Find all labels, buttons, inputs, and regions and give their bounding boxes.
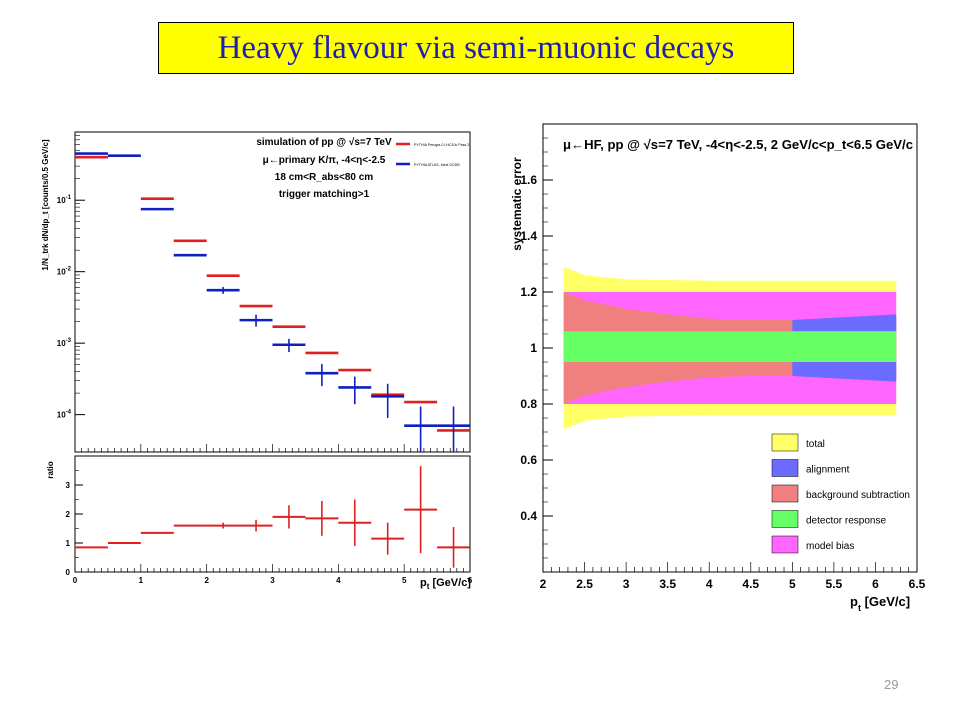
sys-legend-swatch bbox=[771, 510, 799, 528]
spectrum-y-tick-label: 10-2 bbox=[57, 267, 72, 277]
sys-y-tick-label: 1.6 bbox=[520, 173, 537, 187]
spectrum-y-tick-base: 10 bbox=[57, 268, 66, 277]
spectrum-y-tick-label: 10-3 bbox=[57, 338, 72, 348]
sys-x-axis-label: pt [GeV/c] bbox=[850, 594, 910, 613]
sys-y-tick-label: 0.4 bbox=[520, 509, 537, 523]
sys-legend-label: total bbox=[806, 439, 825, 450]
spectrum-y-tick-base: 10 bbox=[57, 196, 66, 205]
slide-title-box: Heavy flavour via semi-muonic decays bbox=[158, 22, 794, 74]
sys-x-tick-label: 4.5 bbox=[742, 577, 759, 591]
spectrum-annotation: 18 cm<R_abs<80 cm bbox=[275, 172, 374, 183]
spectrum-y-axis-label: 1/N_trk dN/dp_t [counts/0.5 GeV/c] bbox=[41, 139, 50, 270]
ratio-x-tick-label: 1 bbox=[139, 576, 144, 585]
ratio-x-tick-label: 4 bbox=[336, 576, 341, 585]
ratio-x-tick-label: 3 bbox=[270, 576, 275, 585]
ratio-x-tick-label: 5 bbox=[402, 576, 407, 585]
sys-legend-label: background subtraction bbox=[806, 490, 910, 501]
sys-y-axis-label: systematic error bbox=[510, 157, 524, 251]
ratio-y-tick-label: 1 bbox=[66, 539, 71, 548]
spectrum-annotation: μ←primary K/π, -4<η<-2.5 bbox=[263, 155, 386, 166]
sys-x-tick-label: 6.5 bbox=[909, 577, 926, 591]
sys-y-tick-label: 0.6 bbox=[520, 453, 537, 467]
ratio-x-tick-label: 0 bbox=[73, 576, 78, 585]
ratio-x-axis-label-sub: t bbox=[427, 582, 430, 591]
ratio-x-tick-label: 6 bbox=[468, 576, 473, 585]
spectrum-y-tick-exp: -1 bbox=[66, 195, 72, 201]
ratio-x-axis-label: pt [GeV/c] bbox=[420, 577, 471, 591]
slide-title: Heavy flavour via semi-muonic decays bbox=[217, 29, 735, 66]
ratio-y-tick-label: 3 bbox=[66, 481, 71, 490]
spectrum-legend-label: PYTHIA Perugia-0 LHC10c Pass 2 bbox=[414, 143, 469, 147]
slide-number: 29 bbox=[884, 677, 899, 692]
sys-x-tick-label: 2.5 bbox=[576, 577, 593, 591]
ratio-y-tick-label: 0 bbox=[66, 568, 71, 577]
sys-legend-swatch bbox=[771, 484, 799, 503]
sys-x-tick-label: 5.5 bbox=[826, 577, 843, 591]
spectrum-y-tick-base: 10 bbox=[57, 339, 66, 348]
sys-title: μ←HF, pp @ √s=7 TeV, -4<η<-2.5, 2 GeV/c<… bbox=[563, 137, 913, 152]
spectrum-y-tick-exp: -3 bbox=[66, 338, 72, 344]
sys-x-tick-label: 5 bbox=[789, 577, 796, 591]
spectrum-frame bbox=[74, 131, 471, 453]
ratio-x-tick-label: 2 bbox=[204, 576, 209, 585]
spectrum-annotation: trigger matching>1 bbox=[279, 189, 370, 200]
ratio-y-tick-label: 2 bbox=[66, 510, 71, 519]
sys-x-axis-label-p: p bbox=[850, 594, 858, 609]
sys-x-tick-label: 3 bbox=[623, 577, 630, 591]
sys-x-axis-label-sub: t bbox=[858, 603, 861, 613]
sys-legend-swatch bbox=[771, 535, 799, 554]
sys-legend-swatch bbox=[771, 459, 799, 477]
ratio-frame bbox=[74, 455, 471, 573]
ratio-y-axis-label: ratio bbox=[46, 461, 55, 478]
sys-x-tick-label: 3.5 bbox=[659, 577, 676, 591]
sys-y-tick-label: 1.2 bbox=[520, 285, 537, 299]
sys-legend-label: detector response bbox=[806, 516, 886, 527]
spectrum-y-tick-exp: -4 bbox=[66, 410, 72, 416]
sys-x-tick-label: 6 bbox=[872, 577, 879, 591]
sys-y-tick-label: 1.4 bbox=[520, 229, 537, 243]
sys-y-tick-label: 0.8 bbox=[520, 397, 537, 411]
sys-legend-label: alignment bbox=[806, 465, 850, 476]
band-alignment-lower bbox=[792, 362, 897, 382]
spectrum-annotation: simulation of pp @ √s=7 TeV bbox=[256, 137, 392, 148]
band-detector-response bbox=[563, 331, 897, 362]
sys-legend-swatch bbox=[771, 433, 799, 452]
spectrum-y-tick-label: 10-1 bbox=[57, 195, 72, 205]
spectrum-legend-label: PYTHIA ATLAS, ideal OCDB bbox=[414, 163, 460, 167]
sys-y-tick-label: 1 bbox=[530, 341, 537, 355]
sys-x-tick-label: 4 bbox=[706, 577, 713, 591]
ratio-x-axis-label-p: p bbox=[420, 577, 427, 589]
spectrum-y-tick-base: 10 bbox=[57, 411, 66, 420]
sys-legend-label: model bias bbox=[806, 541, 854, 552]
sys-x-tick-label: 2 bbox=[540, 577, 547, 591]
spectrum-y-tick-exp: -2 bbox=[66, 267, 72, 273]
spectrum-y-tick-label: 10-4 bbox=[57, 410, 72, 420]
sys-x-axis-label-unit: [GeV/c] bbox=[861, 594, 910, 609]
ratio-x-axis-label-unit: [GeV/c] bbox=[429, 577, 471, 589]
band-alignment-upper bbox=[792, 314, 897, 332]
